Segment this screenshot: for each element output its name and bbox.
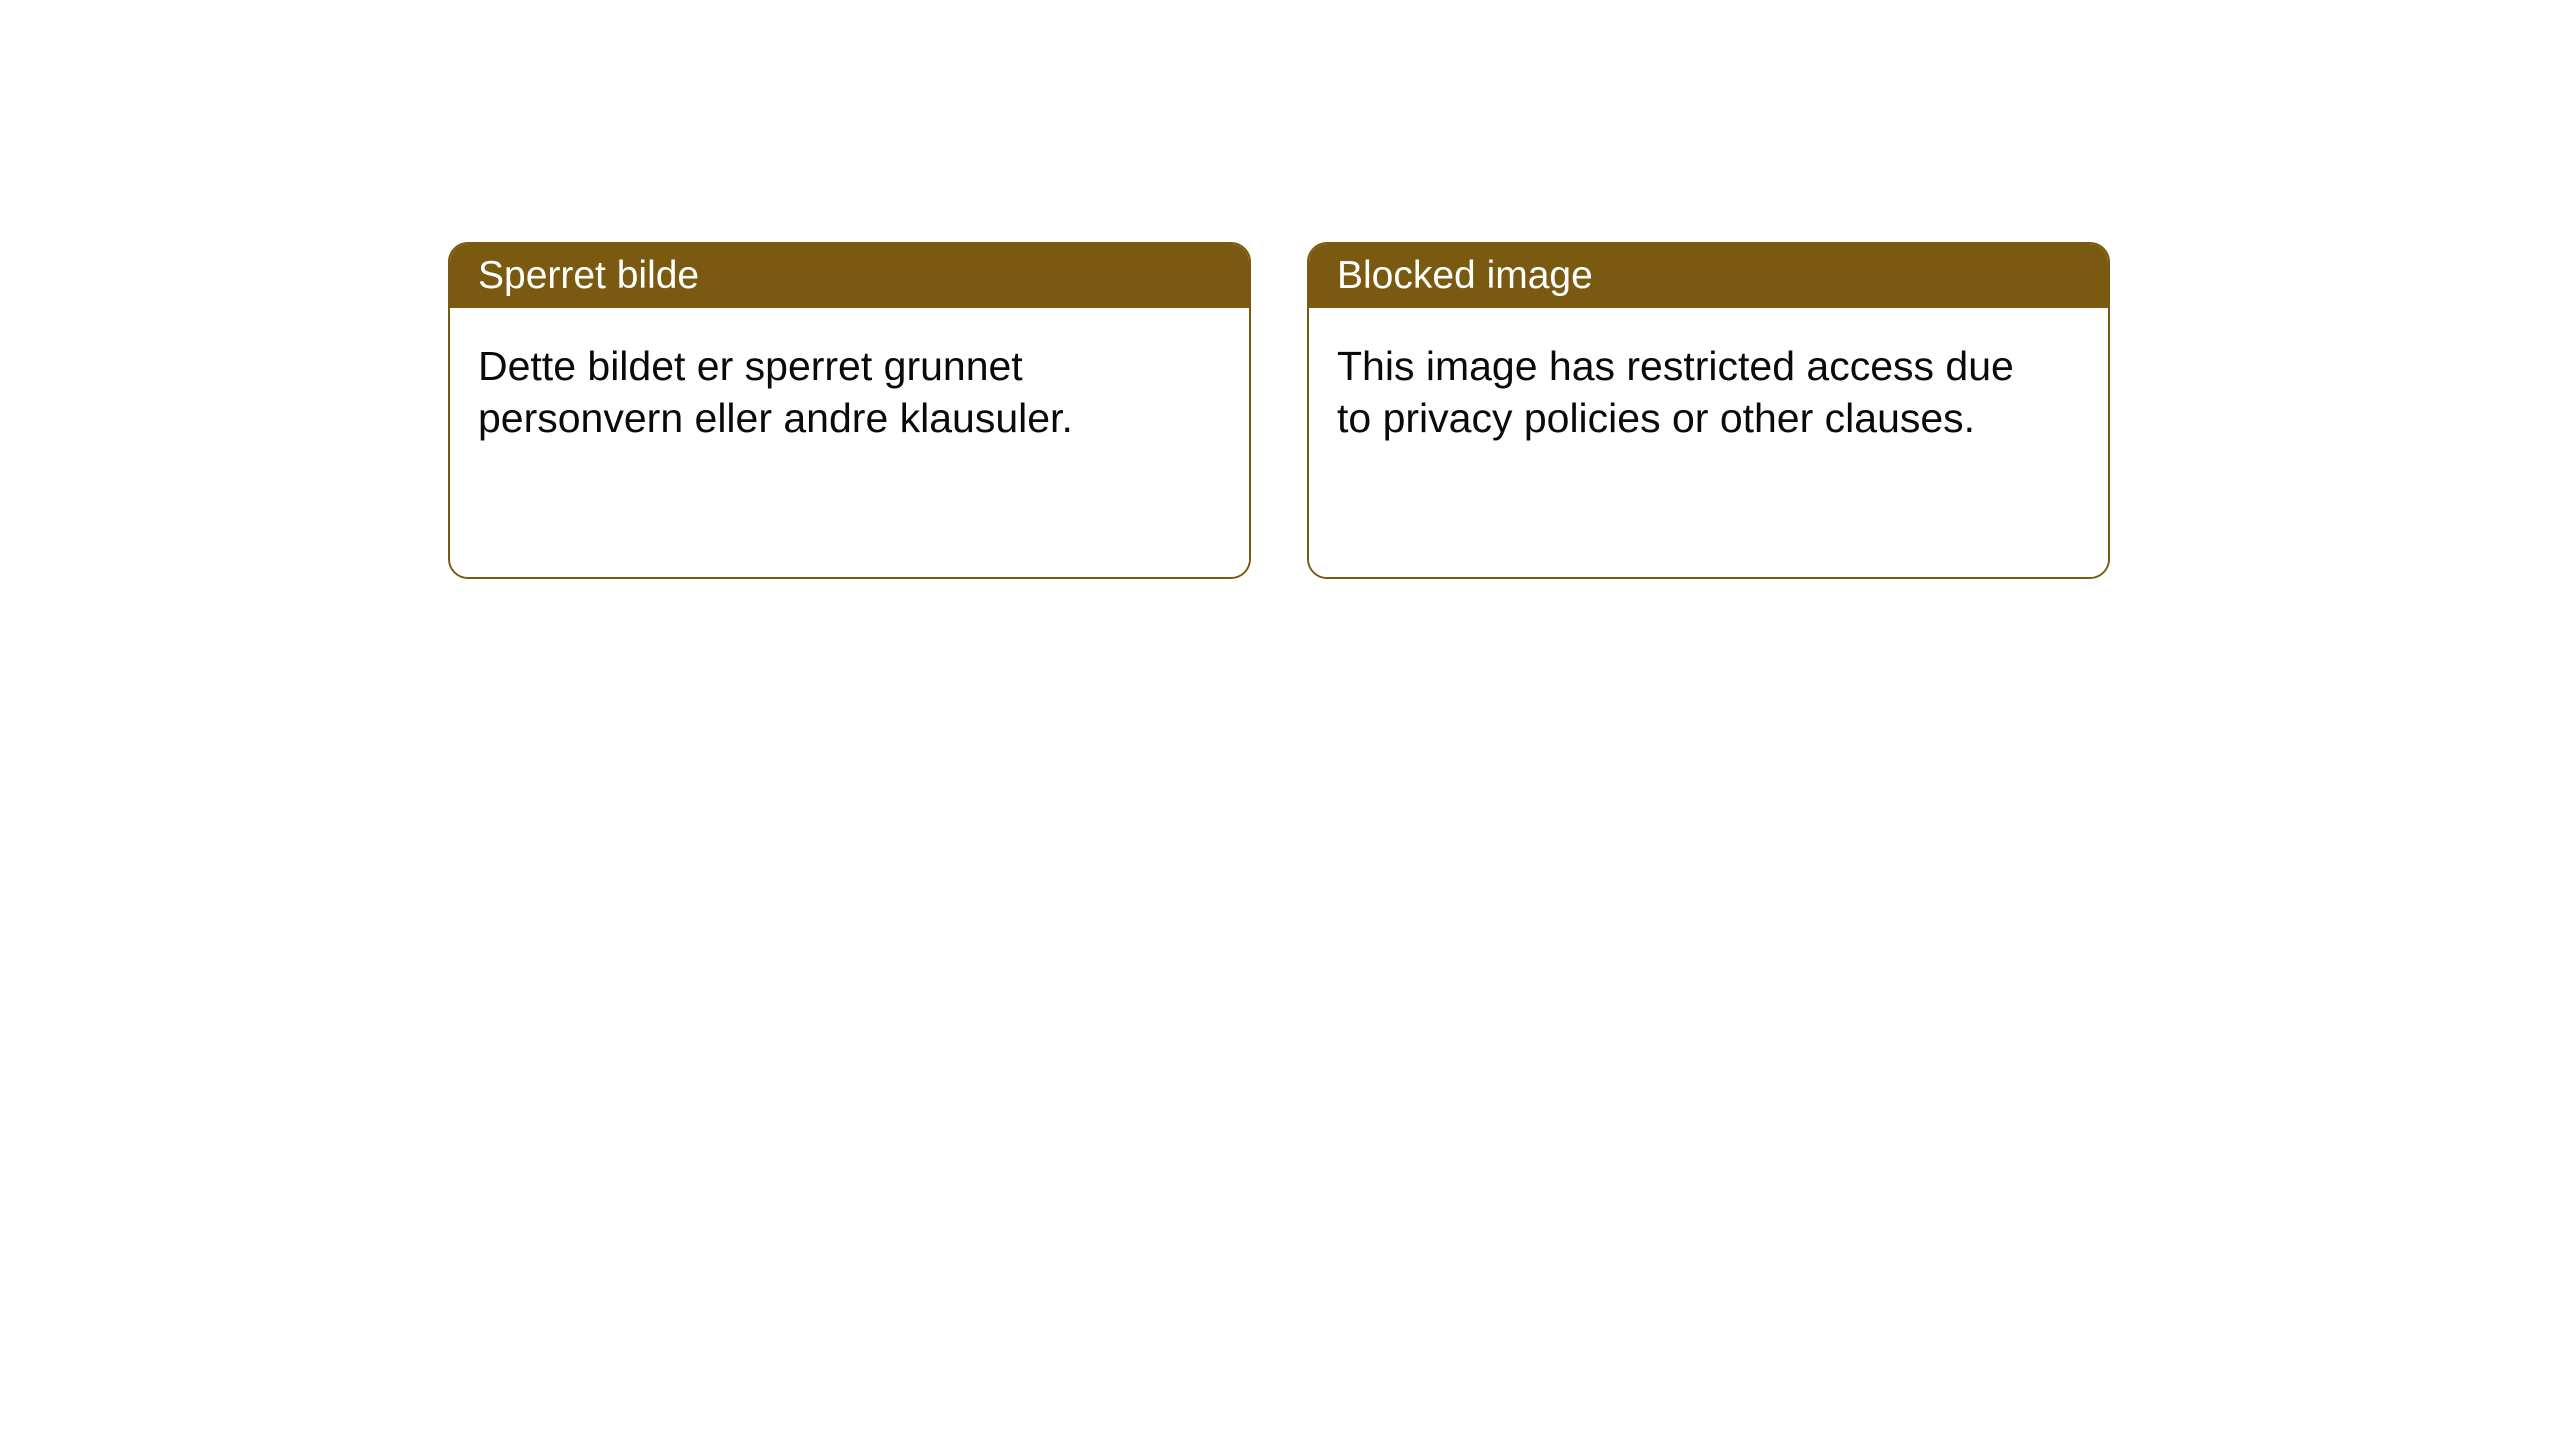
notice-card-header: Blocked image	[1309, 244, 2108, 308]
notice-card-body: Dette bildet er sperret grunnet personve…	[450, 308, 1249, 577]
notice-card-body-text: Dette bildet er sperret grunnet personve…	[478, 340, 1198, 445]
notice-card-body: This image has restricted access due to …	[1309, 308, 2108, 577]
notice-card-english: Blocked image This image has restricted …	[1307, 242, 2110, 579]
notice-card-norwegian: Sperret bilde Dette bildet er sperret gr…	[448, 242, 1251, 579]
notice-card-header: Sperret bilde	[450, 244, 1249, 308]
notice-card-body-text: This image has restricted access due to …	[1337, 340, 2057, 445]
notice-cards-container: Sperret bilde Dette bildet er sperret gr…	[448, 242, 2110, 579]
